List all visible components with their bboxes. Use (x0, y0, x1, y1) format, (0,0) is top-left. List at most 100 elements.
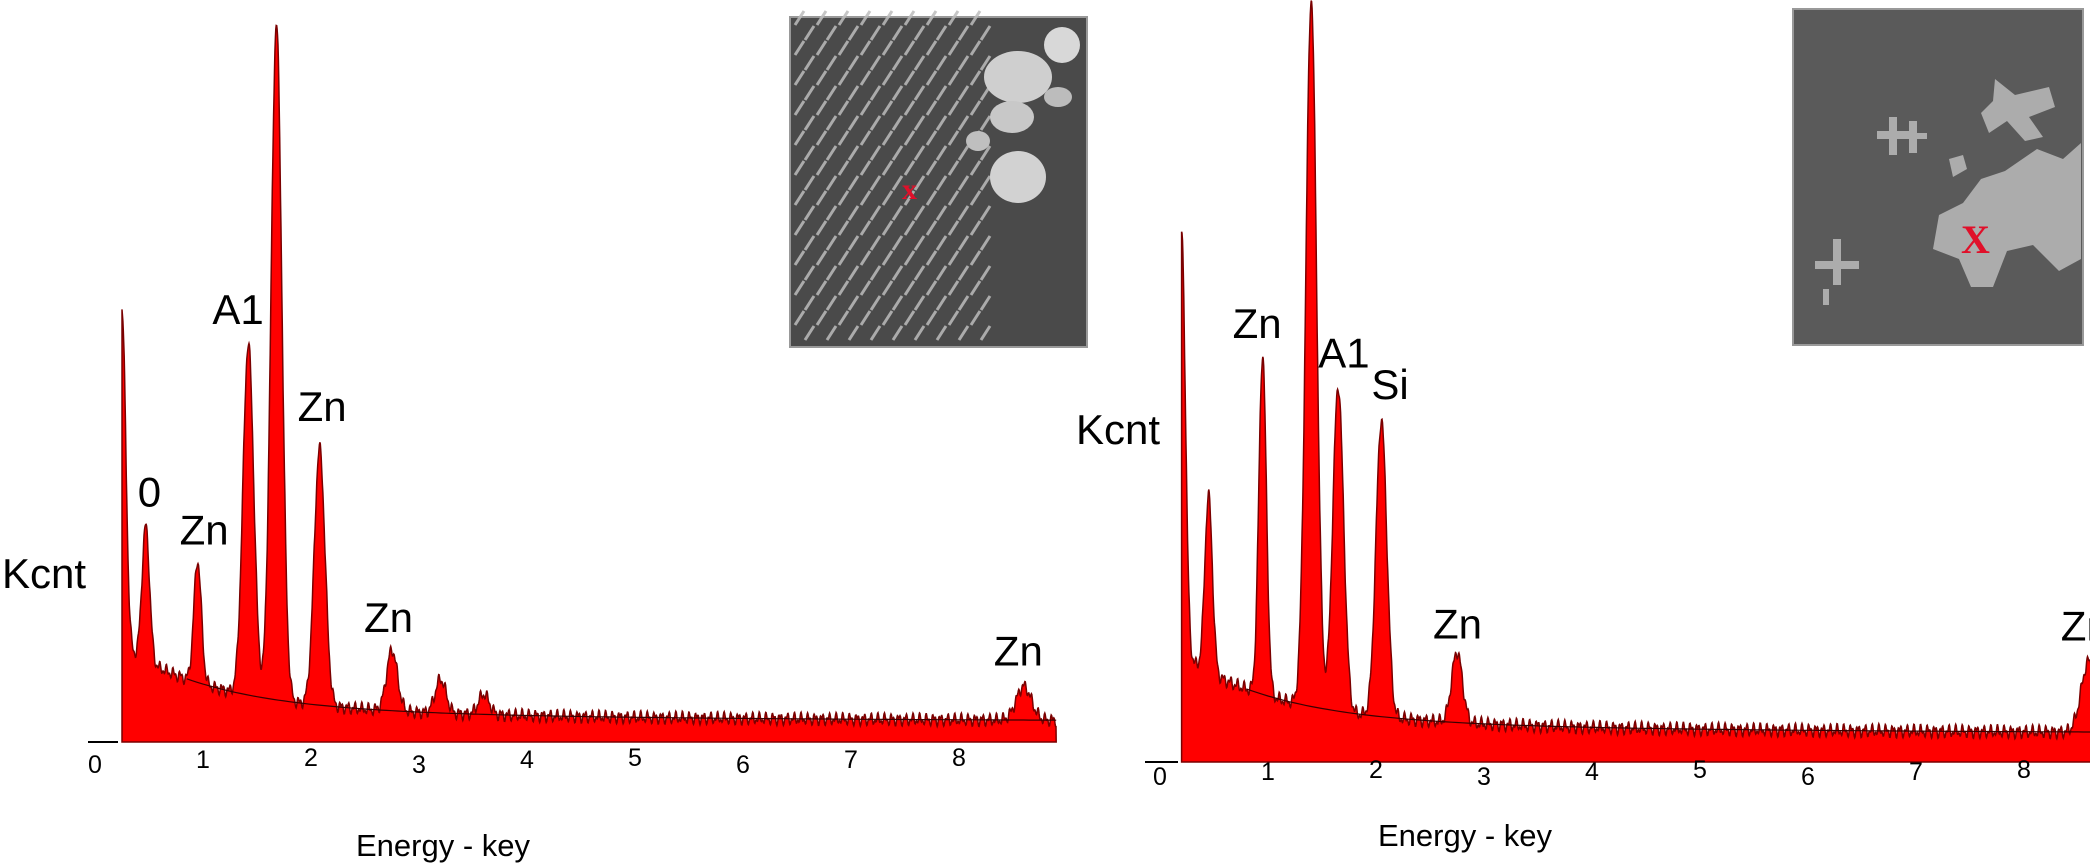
grain-streak (815, 10, 828, 26)
grain-streak (869, 85, 882, 101)
grain-streak (935, 25, 948, 41)
grain-streak (935, 175, 948, 191)
grain-streak (869, 25, 882, 41)
peak-label: Zn (1233, 300, 1282, 347)
grain-streak (793, 10, 806, 26)
grain-streak (947, 130, 960, 146)
grain-streak (803, 115, 816, 131)
peak-label: Zn (2061, 603, 2090, 650)
grain-streak (913, 265, 926, 281)
eds-spectrum-left: 0 Zn A1 Si Zn Zn Zn Kcnt 0 1 2 3 4 5 6 7 8 Energy - ke… (2, 0, 1057, 863)
grain-streak (859, 70, 872, 86)
grain-streak (837, 220, 850, 236)
grain-streak (969, 10, 982, 26)
background-curve-right (1246, 688, 2090, 733)
x-tick-label: 8 (2017, 756, 2031, 784)
x-tick-label: 1 (1261, 758, 1275, 786)
grain-streak (859, 280, 872, 296)
grain-streak (859, 160, 872, 176)
grain-streak (947, 70, 960, 86)
grain-streak (925, 40, 938, 56)
grain-streak (793, 280, 806, 296)
grain-streak (925, 130, 938, 146)
grain-streak (847, 55, 860, 71)
grain-streak (793, 40, 806, 56)
grain-streak (957, 235, 970, 251)
x-tick-label: 0 (88, 751, 102, 779)
grain-streak (847, 325, 860, 341)
peak-label: A1 (1318, 330, 1369, 377)
grain-streak (891, 145, 904, 161)
grain-streak (803, 175, 816, 191)
grain-streak (903, 100, 916, 116)
grain-streak (947, 280, 960, 296)
peak-label: 0 (138, 468, 161, 515)
grain-streak (925, 160, 938, 176)
grain-streak (815, 40, 828, 56)
grain-streak (881, 250, 894, 266)
x-tick-label: 0 (1153, 763, 1167, 791)
spectrum-area-right (1180, 0, 2090, 763)
grain-streak (925, 280, 938, 296)
x-tick-label: 5 (1693, 756, 1707, 784)
grain-streak (913, 145, 926, 161)
peak-label: Zn (994, 627, 1043, 674)
grain-streak (803, 265, 816, 281)
grain-streak (847, 175, 860, 191)
peak-label: Zn (1433, 600, 1482, 647)
grain-streak (935, 295, 948, 311)
grain-streak (793, 190, 806, 206)
background-curve-left (186, 678, 1057, 721)
grain-streak (859, 220, 872, 236)
grain-streak (793, 130, 806, 146)
x-tick-label: 2 (304, 744, 318, 772)
grain-streak (803, 235, 816, 251)
grain-streak (837, 40, 850, 56)
grain-streak (891, 85, 904, 101)
grain-streak (881, 10, 894, 26)
grain-streak (815, 70, 828, 86)
grain-streak (881, 190, 894, 206)
grain-streak (979, 145, 992, 161)
grain-streak (825, 325, 838, 341)
grain-streak (825, 265, 838, 281)
grain-streak (913, 175, 926, 191)
grain-streak (969, 280, 982, 296)
grain-streak (957, 325, 970, 341)
point-marker-left: x (902, 173, 917, 206)
grain-streak (847, 265, 860, 281)
grain-streak (935, 145, 948, 161)
x-tick-label: 3 (1477, 763, 1491, 791)
grain-streak (913, 85, 926, 101)
grain-streak (891, 325, 904, 341)
grain-streak (957, 55, 970, 71)
grain-streak (869, 55, 882, 71)
grain-streak (793, 70, 806, 86)
grain-streak (903, 280, 916, 296)
peak-label: Zn (364, 594, 413, 641)
grain-streak (881, 70, 894, 86)
grain-streak (903, 40, 916, 56)
grain-streak (925, 250, 938, 266)
xlabel-left: Energy - key (356, 828, 531, 863)
x-tick-label: 8 (952, 744, 966, 772)
grain-streak (793, 100, 806, 116)
grain-streak (815, 250, 828, 266)
peak-label: Si (1371, 361, 1408, 408)
grain-streak (969, 100, 982, 116)
grain-streak (903, 250, 916, 266)
grain-streak (803, 145, 816, 161)
x-tick-label: 7 (1909, 758, 1923, 786)
grain-streak (837, 160, 850, 176)
grain-streak (825, 55, 838, 71)
grain-streak (869, 325, 882, 341)
grain-streak (947, 310, 960, 326)
grain-streak (803, 55, 816, 71)
grain-streak (847, 295, 860, 311)
grain-streak (969, 160, 982, 176)
grain-streak (803, 295, 816, 311)
grain-streak (903, 220, 916, 236)
grain-streak (859, 40, 872, 56)
grain-streak (891, 25, 904, 41)
